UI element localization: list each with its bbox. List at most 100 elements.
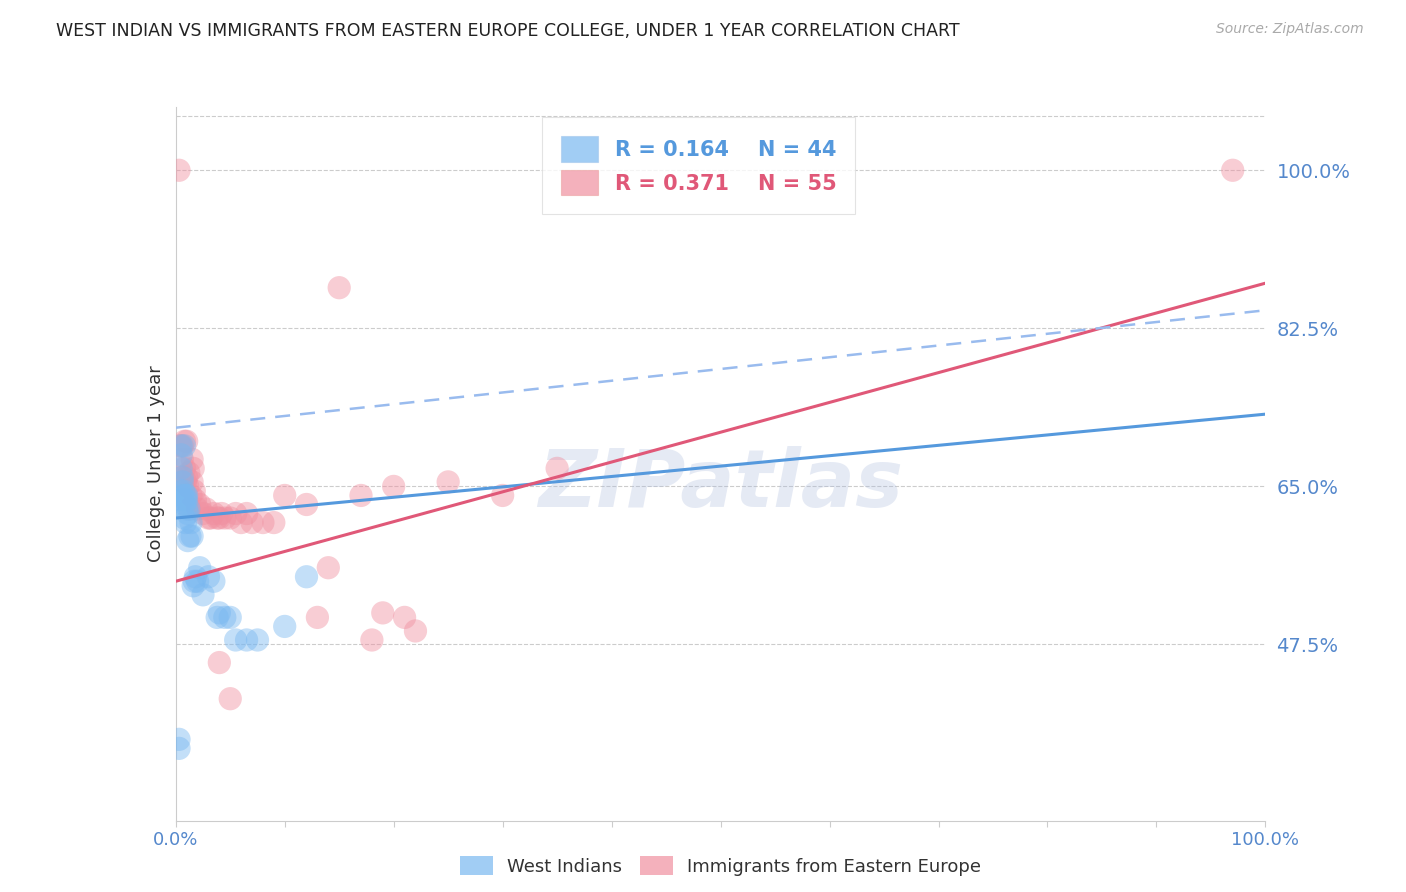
Point <box>183 574 205 589</box>
Point <box>219 610 242 624</box>
Point <box>179 502 201 516</box>
Point <box>170 448 193 462</box>
Point <box>318 560 340 574</box>
Point <box>177 479 200 493</box>
Point <box>174 488 197 502</box>
Point <box>195 502 218 516</box>
Point <box>252 516 274 530</box>
Point <box>181 529 204 543</box>
Point <box>225 632 247 647</box>
Text: ZIPatlas: ZIPatlas <box>538 446 903 524</box>
Point <box>172 475 194 489</box>
Point <box>208 656 231 670</box>
Point <box>188 498 211 512</box>
Point <box>197 570 219 584</box>
Point <box>172 475 194 489</box>
Point <box>328 281 350 295</box>
Point <box>167 741 190 756</box>
Text: Source: ZipAtlas.com: Source: ZipAtlas.com <box>1216 22 1364 37</box>
Point <box>174 493 197 508</box>
Point <box>167 163 190 178</box>
Point <box>176 488 198 502</box>
Point <box>184 493 207 508</box>
Point <box>205 610 228 624</box>
Point <box>179 529 201 543</box>
Point <box>394 610 416 624</box>
Point <box>173 434 195 449</box>
Point <box>191 507 214 521</box>
Point <box>174 475 197 489</box>
Point <box>172 488 194 502</box>
Point <box>170 439 193 453</box>
Point <box>186 574 209 589</box>
Point <box>202 507 225 521</box>
Point <box>177 507 200 521</box>
Point <box>274 619 297 633</box>
Point <box>219 691 242 706</box>
Point <box>183 483 205 498</box>
Point <box>167 732 190 747</box>
Point <box>169 483 191 498</box>
Point <box>180 488 202 502</box>
Point <box>188 560 211 574</box>
Point <box>176 493 198 508</box>
Point <box>170 461 193 475</box>
Point <box>177 466 200 480</box>
Point <box>205 511 228 525</box>
Point <box>180 516 202 530</box>
Point <box>176 502 198 516</box>
Legend: West Indians, Immigrants from Eastern Europe: West Indians, Immigrants from Eastern Eu… <box>453 849 988 883</box>
Point <box>174 516 197 530</box>
Point <box>173 511 195 525</box>
Point <box>295 570 318 584</box>
Point <box>360 632 382 647</box>
Point <box>181 579 204 593</box>
Point <box>208 511 231 525</box>
Point <box>235 507 257 521</box>
Point <box>371 606 394 620</box>
Point <box>350 488 373 502</box>
Point <box>295 498 318 512</box>
Text: WEST INDIAN VS IMMIGRANTS FROM EASTERN EUROPE COLLEGE, UNDER 1 YEAR CORRELATION : WEST INDIAN VS IMMIGRANTS FROM EASTERN E… <box>56 22 960 40</box>
Point <box>492 488 515 502</box>
Point <box>208 606 231 620</box>
Point <box>546 461 568 475</box>
Point <box>225 507 247 521</box>
Y-axis label: College, Under 1 year: College, Under 1 year <box>146 366 165 562</box>
Point <box>235 632 257 647</box>
Point <box>437 475 460 489</box>
Point <box>184 570 207 584</box>
Point <box>173 498 195 512</box>
Point <box>172 470 194 484</box>
Point <box>191 588 214 602</box>
Point <box>177 502 200 516</box>
Point <box>169 493 191 508</box>
Point <box>172 483 194 498</box>
Point <box>169 439 191 453</box>
Point <box>170 470 193 484</box>
Point <box>186 502 209 516</box>
Point <box>214 610 236 624</box>
Point <box>172 439 194 453</box>
Point <box>1222 163 1244 178</box>
Point <box>202 574 225 589</box>
Point <box>177 533 200 548</box>
Point <box>197 511 219 525</box>
Point <box>173 439 195 453</box>
Point <box>181 452 204 467</box>
Point <box>246 632 269 647</box>
Point <box>181 461 204 475</box>
Point <box>176 470 198 484</box>
Point <box>263 516 285 530</box>
Point <box>176 434 198 449</box>
Point <box>219 511 242 525</box>
Point <box>405 624 427 638</box>
Point <box>172 452 194 467</box>
Point <box>240 516 263 530</box>
Point <box>307 610 329 624</box>
Point <box>172 493 194 508</box>
Point <box>231 516 253 530</box>
Point <box>211 507 233 521</box>
Point <box>382 479 405 493</box>
Point <box>274 488 297 502</box>
